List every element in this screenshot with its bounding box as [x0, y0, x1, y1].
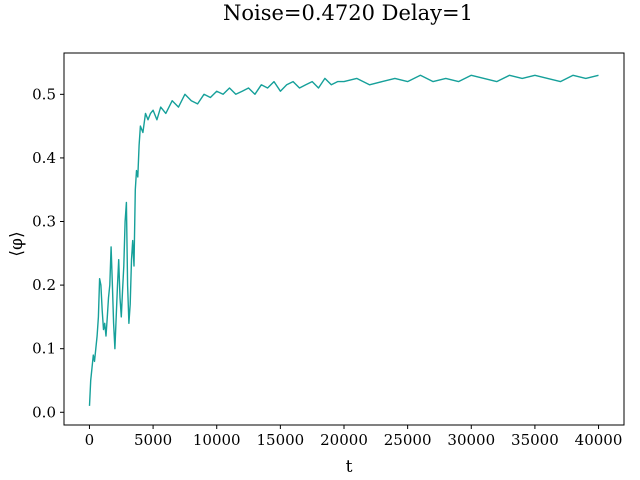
series-layer	[88, 74, 599, 406]
x-tick-label: 10000	[193, 431, 241, 449]
x-tick-label: 0	[85, 431, 95, 449]
x-axis: 0 5000 10000 15000 20000 25000 30000 35000 40000	[85, 425, 623, 449]
x-tick-label: 40000	[575, 431, 623, 449]
x-tick-label: 30000	[447, 431, 495, 449]
x-tick-label: 20000	[320, 431, 368, 449]
x-tick-label: 5000	[134, 431, 172, 449]
y-tick-label: 0.0	[32, 403, 56, 421]
y-axis-label: ⟨φ⟩	[7, 231, 27, 256]
y-tick-label: 0.5	[32, 85, 56, 103]
y-tick-label: 0.1	[32, 340, 56, 358]
x-tick-label: 15000	[257, 431, 305, 449]
x-tick-label: 35000	[511, 431, 559, 449]
x-tick-label: 25000	[384, 431, 432, 449]
chart-title: Noise=0.4720 Delay=1	[223, 1, 473, 25]
y-axis: 0.0 0.1 0.2 0.3 0.4 0.5	[32, 85, 64, 421]
series-line	[88, 74, 599, 406]
y-tick-label: 0.2	[32, 276, 56, 294]
y-tick-label: 0.4	[32, 149, 56, 167]
y-tick-label: 0.3	[32, 213, 56, 231]
plot-area	[63, 52, 625, 426]
x-axis-label: t	[346, 457, 353, 477]
